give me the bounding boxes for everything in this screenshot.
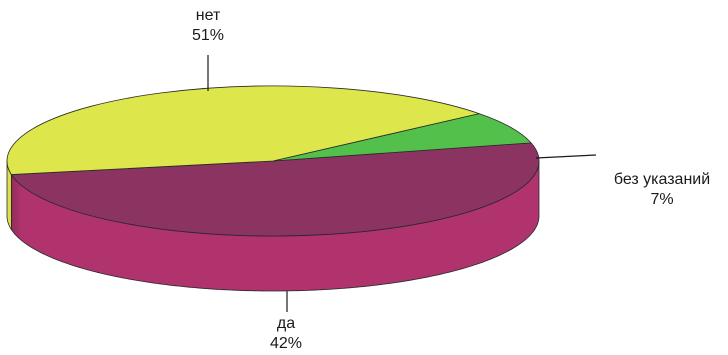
pie-tops: [6, 85, 540, 237]
label-bez-ukazaniy: без указаний 7%: [598, 170, 726, 210]
label-net-value: 51%: [191, 27, 225, 44]
slice-top-1: [272, 113, 532, 162]
label-da-name: да: [276, 315, 296, 332]
label-da-value: 42%: [269, 335, 303, 352]
slice-top-2: [6, 85, 480, 175]
label-da: да 42%: [246, 314, 326, 354]
slice-top-0: [10, 142, 540, 237]
label-bez-ukazaniy-value: 7%: [650, 191, 674, 208]
label-net-name: нет: [195, 7, 221, 24]
leader-lines: [207, 55, 597, 312]
label-net: нет 51%: [168, 6, 248, 46]
leader-bez-ukazaniy: [535, 154, 597, 159]
label-bez-ukazaniy-name: без указаний: [613, 171, 711, 188]
